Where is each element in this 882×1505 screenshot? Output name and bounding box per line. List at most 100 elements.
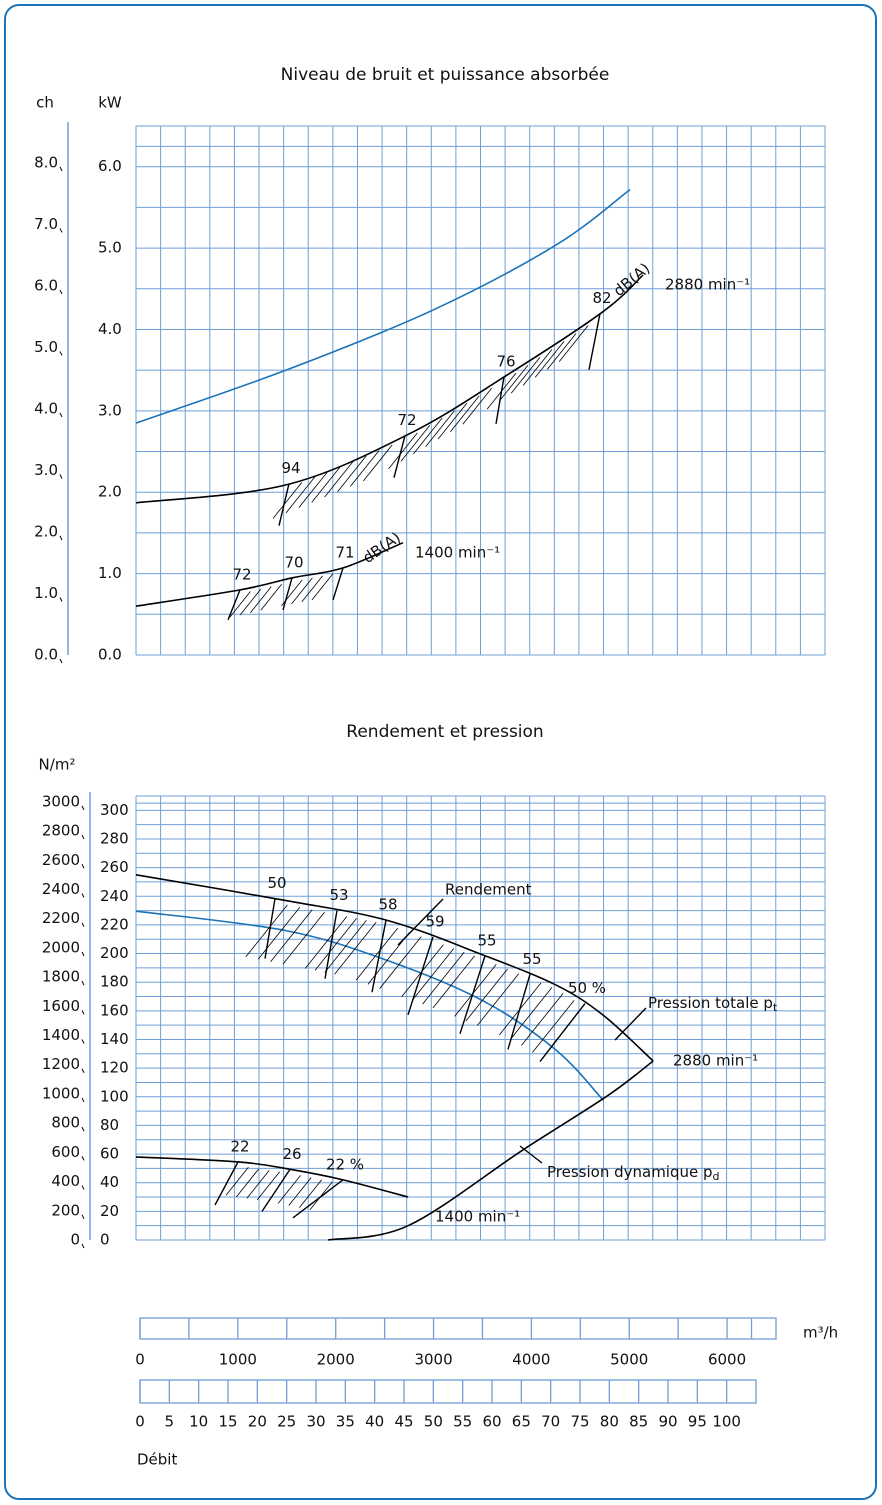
scale-tick-label: 0 <box>135 1351 145 1369</box>
curve <box>135 1156 409 1198</box>
hatch <box>422 951 465 1005</box>
scale-tick-label: 5000 <box>610 1351 648 1369</box>
hatch <box>246 1170 270 1199</box>
y2-tick <box>81 834 85 840</box>
curve <box>135 188 631 424</box>
y2-tick-label: 0 <box>70 1231 80 1249</box>
scale-tick-label: 30 <box>306 1413 325 1431</box>
marker-tick <box>261 1168 291 1212</box>
y-tick-label: 1.0 <box>98 564 122 582</box>
y2-tick <box>81 980 85 986</box>
y2-tick <box>81 1097 85 1103</box>
y2-tick <box>59 658 63 664</box>
scale-bar <box>139 1317 777 1340</box>
y2-tick <box>81 1243 85 1249</box>
y2-tick-label: 1200 <box>42 1055 80 1073</box>
scale-bar <box>139 1379 757 1404</box>
marker-label: 22 <box>230 1137 249 1155</box>
scale-label: Débit <box>137 1451 177 1469</box>
scale-tick-label: 55 <box>453 1413 472 1431</box>
y2-tick-label: 1000 <box>42 1084 80 1102</box>
marker-title: Rendement <box>445 881 532 899</box>
y-tick-label: 160 <box>100 1001 129 1019</box>
hatch <box>425 410 455 447</box>
scale-tick-label: 4000 <box>512 1351 550 1369</box>
scale-tick-label: 1000 <box>219 1351 257 1369</box>
hatch <box>250 586 272 613</box>
scale-tick-label: 35 <box>336 1413 355 1431</box>
hatch <box>311 466 341 503</box>
hatch <box>350 450 380 487</box>
curve <box>135 873 654 1062</box>
hatch <box>400 425 431 462</box>
y-axis-label: kW <box>98 94 122 112</box>
hatch <box>301 575 323 603</box>
hatch <box>311 573 334 601</box>
scale-tick-label: 75 <box>570 1413 589 1431</box>
y2-tick-label: 1400 <box>42 1026 80 1044</box>
y-tick-label: 40 <box>100 1173 119 1191</box>
marker-label: 76 <box>496 352 515 370</box>
speed-label: 2880 min⁻¹ <box>673 1052 758 1070</box>
y2-tick-label: 3000 <box>42 792 80 810</box>
scale-tick-label: 20 <box>248 1413 267 1431</box>
scale-tick-label: 85 <box>629 1413 648 1431</box>
y2-tick <box>81 1010 85 1015</box>
hatch <box>379 936 422 989</box>
marker-tick <box>332 567 344 601</box>
y2-tick-label: 800 <box>51 1114 80 1132</box>
y2-tick <box>59 535 63 541</box>
marker-label: 26 <box>282 1145 301 1163</box>
y2-tick <box>59 474 63 479</box>
y-tick-label: 260 <box>100 858 129 876</box>
hatch <box>558 325 589 362</box>
marker-label: 71 <box>335 543 354 561</box>
curve <box>327 1060 654 1241</box>
hatch <box>546 333 577 370</box>
y2-tick-label: 1800 <box>42 968 80 986</box>
y-tick-label: 180 <box>100 973 129 991</box>
marker-tick <box>324 910 338 979</box>
y2-tick-label: 2400 <box>42 880 80 898</box>
curve <box>135 541 404 607</box>
hatch <box>355 927 399 981</box>
hatch <box>260 584 282 611</box>
y2-tick-label: 7.0 <box>34 215 58 233</box>
hatch <box>401 944 444 997</box>
y-tick-label: 120 <box>100 1059 129 1077</box>
hatch <box>324 460 354 498</box>
scale-tick-label: 80 <box>600 1413 619 1431</box>
y2-tick-label: 3.0 <box>34 461 58 479</box>
y-tick-label: 4.0 <box>98 320 122 338</box>
scale-unit: m³/h <box>803 1324 838 1342</box>
hatch <box>239 588 262 616</box>
scale-tick-label: 100 <box>712 1413 741 1431</box>
marker-unit: dB(A) <box>610 259 654 300</box>
scale-tick-label: 0 <box>135 1413 145 1431</box>
hatch <box>498 364 529 402</box>
marker-tick <box>227 589 241 621</box>
hatch <box>522 349 553 386</box>
y-tick-label: 240 <box>100 887 129 905</box>
hatch <box>362 444 393 482</box>
y2-tick <box>81 1068 85 1073</box>
hatch <box>285 476 316 514</box>
hatch <box>388 432 418 470</box>
scale-tick-label: 50 <box>424 1413 443 1431</box>
y-tick-label: 140 <box>100 1030 129 1048</box>
curve-label-sub: d <box>713 1170 720 1183</box>
scale-tick-label: 90 <box>658 1413 677 1431</box>
leader <box>519 1145 543 1164</box>
scale-tick-label: 5 <box>165 1413 175 1431</box>
y2-tick <box>81 805 85 811</box>
hatch <box>465 968 508 1022</box>
scale-tick-label: 25 <box>277 1413 296 1431</box>
hatch <box>521 993 564 1046</box>
marker-tick <box>371 920 387 993</box>
y2-tick-label: 2.0 <box>34 522 58 540</box>
hatch <box>245 904 288 958</box>
curve-label-text: Pression dynamique p <box>547 1163 713 1181</box>
curve-label-text: Pression totale p <box>648 994 773 1012</box>
speed-label: 1400 min⁻¹ <box>435 1208 520 1226</box>
